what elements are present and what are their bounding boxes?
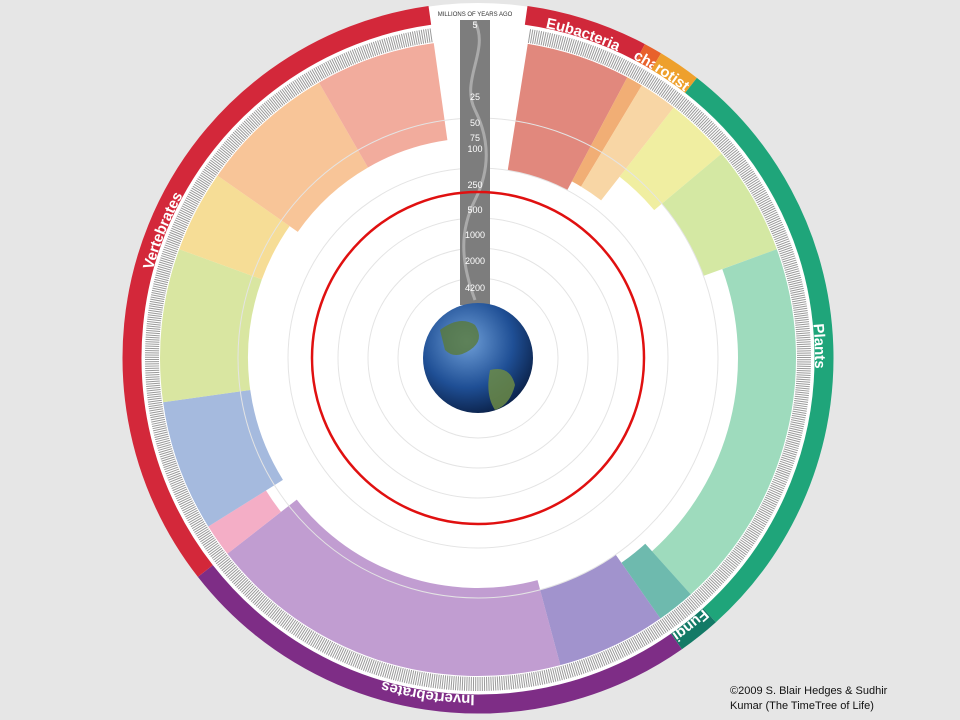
clade-fan	[651, 249, 796, 595]
clade-fan	[163, 390, 283, 527]
time-tick: 250	[467, 180, 482, 190]
clade-fan	[217, 82, 368, 232]
clade-fan	[319, 43, 448, 168]
earth	[423, 303, 533, 413]
group-arc	[635, 44, 662, 70]
time-tick: 25	[470, 92, 480, 102]
scale-title: MILLIONS OF YEARS AGO	[438, 12, 513, 18]
clade-fan	[227, 499, 561, 676]
time-tick: 5	[472, 20, 477, 30]
credit: Kumar (The TimeTree of Life)	[730, 700, 874, 712]
credit: ©2009 S. Blair Hedges & Sudhir	[730, 685, 888, 697]
clade-fan	[619, 107, 722, 211]
group-arc	[670, 607, 716, 650]
time-tick: 1000	[465, 230, 485, 240]
land	[488, 369, 515, 410]
clade-fan	[540, 554, 661, 666]
wedges	[160, 43, 796, 676]
group-arc	[524, 5, 645, 61]
time-tick: 2000	[465, 256, 485, 266]
time-tick: 75	[470, 133, 480, 143]
label-band	[145, 28, 811, 691]
group-label-path: Plants	[809, 323, 828, 369]
highlight-circle	[310, 190, 646, 526]
group-label: Plants	[809, 323, 828, 369]
species-band	[145, 28, 811, 691]
clade-fan	[581, 85, 674, 201]
group-arc	[651, 53, 697, 93]
group-arc	[685, 77, 834, 623]
clade-fan	[208, 490, 281, 554]
time-tick: 50	[470, 118, 480, 128]
time-tick: 100	[467, 144, 482, 154]
time-tick: 500	[467, 205, 482, 215]
clade-fan	[507, 43, 628, 191]
time-tick: 4200	[465, 283, 485, 293]
group-arc	[197, 565, 682, 714]
clade-fan	[621, 543, 691, 619]
dna-strand	[462, 21, 488, 301]
clade-fan	[160, 249, 262, 403]
clade-fan	[661, 153, 777, 276]
land	[440, 321, 479, 355]
clade-fan	[571, 77, 642, 187]
group-arc	[122, 5, 432, 577]
